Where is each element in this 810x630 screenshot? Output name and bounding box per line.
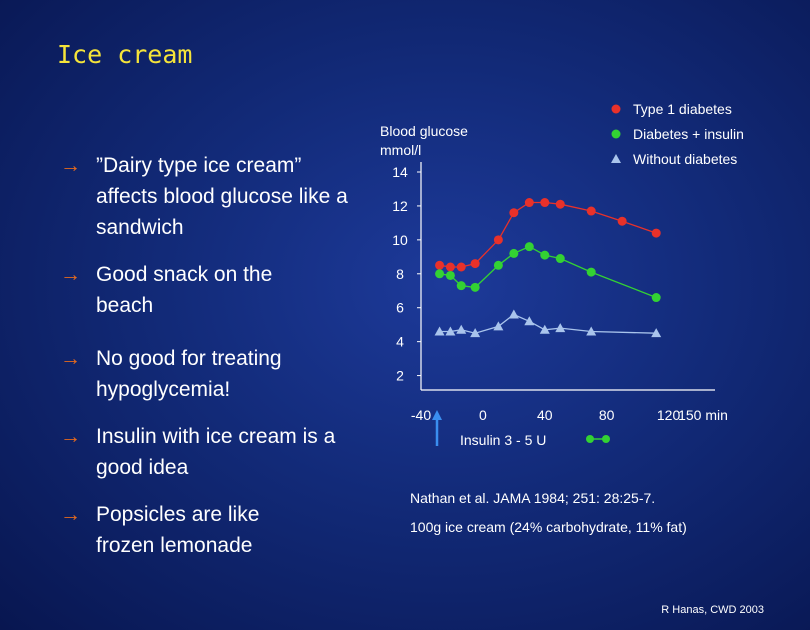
- legend-label: Type 1 diabetes: [633, 101, 732, 117]
- bullet-item-dairy: → ”Dairy type ice cream” affects blood g…: [60, 150, 360, 243]
- data-point-triangle: [470, 328, 481, 338]
- data-point-circle: [493, 260, 503, 270]
- bullet-text: Insulin with ice cream is a good idea: [96, 425, 336, 479]
- y-tick-label: 2: [396, 368, 404, 384]
- data-point-circle: [540, 198, 550, 208]
- bullet-text: No good for treating hypoglycemia!: [96, 347, 282, 401]
- legend-marker: [611, 104, 621, 114]
- bullet-text: ”Dairy type ice cream” affects blood glu…: [96, 154, 348, 239]
- data-point-circle: [586, 267, 596, 277]
- data-point-triangle: [445, 326, 456, 336]
- y-axis-label: Blood glucose: [380, 123, 468, 139]
- data-point-circle: [617, 216, 627, 226]
- y-tick-label: 6: [396, 300, 404, 316]
- data-point-triangle: [524, 316, 535, 326]
- data-point-circle: [509, 248, 519, 258]
- data-point-circle: [555, 199, 565, 209]
- data-point-triangle: [434, 326, 445, 336]
- bullet-item-popsicles: → Popsicles are like frozen lemonade: [60, 499, 360, 561]
- data-point-circle: [493, 235, 503, 245]
- bullet-item-beach: → Good snack on the beach: [60, 259, 360, 321]
- legend-label: Diabetes + insulin: [633, 126, 744, 142]
- data-point-circle: [456, 281, 466, 291]
- x-tick-label: 120: [657, 407, 681, 423]
- data-point-circle: [470, 282, 480, 292]
- y-tick-label: 14: [392, 164, 408, 180]
- arrow-right-icon: →: [60, 263, 81, 286]
- bullet-item-insulin: → Insulin with ice cream is a good idea: [60, 421, 360, 483]
- data-point-circle: [435, 269, 445, 279]
- arrow-right-icon: →: [60, 425, 81, 448]
- data-point-circle: [524, 198, 534, 208]
- data-point-circle: [524, 242, 534, 252]
- insulin-arrow-icon: [432, 410, 442, 420]
- insulin-marker-dot: [586, 435, 594, 443]
- y-tick-label: 4: [396, 334, 404, 350]
- slide-credit: R Hanas, CWD 2003: [661, 604, 764, 616]
- reference-note: 100g ice cream (24% carbohydrate, 11% fa…: [410, 519, 687, 535]
- x-tick-label: 40: [537, 407, 553, 423]
- arrow-right-icon: →: [60, 347, 81, 370]
- data-point-circle: [509, 208, 519, 218]
- data-point-triangle: [508, 309, 519, 319]
- bullet-text: Popsicles are like frozen lemonade: [96, 503, 260, 557]
- y-tick-label: 12: [392, 198, 408, 214]
- data-point-triangle: [555, 323, 566, 333]
- x-tick-label: 150 min: [678, 407, 728, 423]
- data-point-triangle: [586, 326, 597, 336]
- arrow-right-icon: →: [60, 503, 81, 526]
- bullet-text: Good snack on the beach: [96, 263, 273, 317]
- data-point-circle: [555, 254, 565, 264]
- y-tick-label: 10: [392, 232, 408, 248]
- bullet-item-hypoglycemia: → No good for treating hypoglycemia!: [60, 343, 360, 405]
- data-point-triangle: [456, 324, 467, 334]
- data-point-circle: [435, 260, 445, 270]
- insulin-marker-dot: [602, 435, 610, 443]
- x-tick-label: 0: [479, 407, 487, 423]
- data-point-circle: [651, 228, 661, 238]
- data-point-circle: [445, 270, 455, 280]
- reference-source: Nathan et al. JAMA 1984; 251: 28:25-7.: [410, 490, 656, 506]
- y-axis-label: mmol/l: [380, 142, 421, 158]
- data-point-circle: [456, 262, 466, 272]
- data-point-circle: [651, 293, 661, 303]
- legend-marker: [611, 154, 621, 163]
- legend-label: Without diabetes: [633, 151, 737, 167]
- data-point-circle: [586, 206, 596, 216]
- x-tick-label: -40: [411, 407, 431, 423]
- legend-marker: [611, 129, 621, 139]
- x-tick-label: 80: [599, 407, 615, 423]
- slide-title: Ice cream: [57, 40, 193, 69]
- data-point-triangle: [493, 321, 504, 331]
- insulin-annotation-label: Insulin 3 - 5 U: [460, 432, 546, 448]
- arrow-right-icon: →: [60, 154, 81, 177]
- y-tick-label: 8: [396, 266, 404, 282]
- data-point-circle: [470, 259, 480, 269]
- data-point-triangle: [651, 328, 662, 338]
- data-point-circle: [445, 262, 455, 272]
- data-point-circle: [540, 250, 550, 260]
- data-point-triangle: [539, 324, 550, 334]
